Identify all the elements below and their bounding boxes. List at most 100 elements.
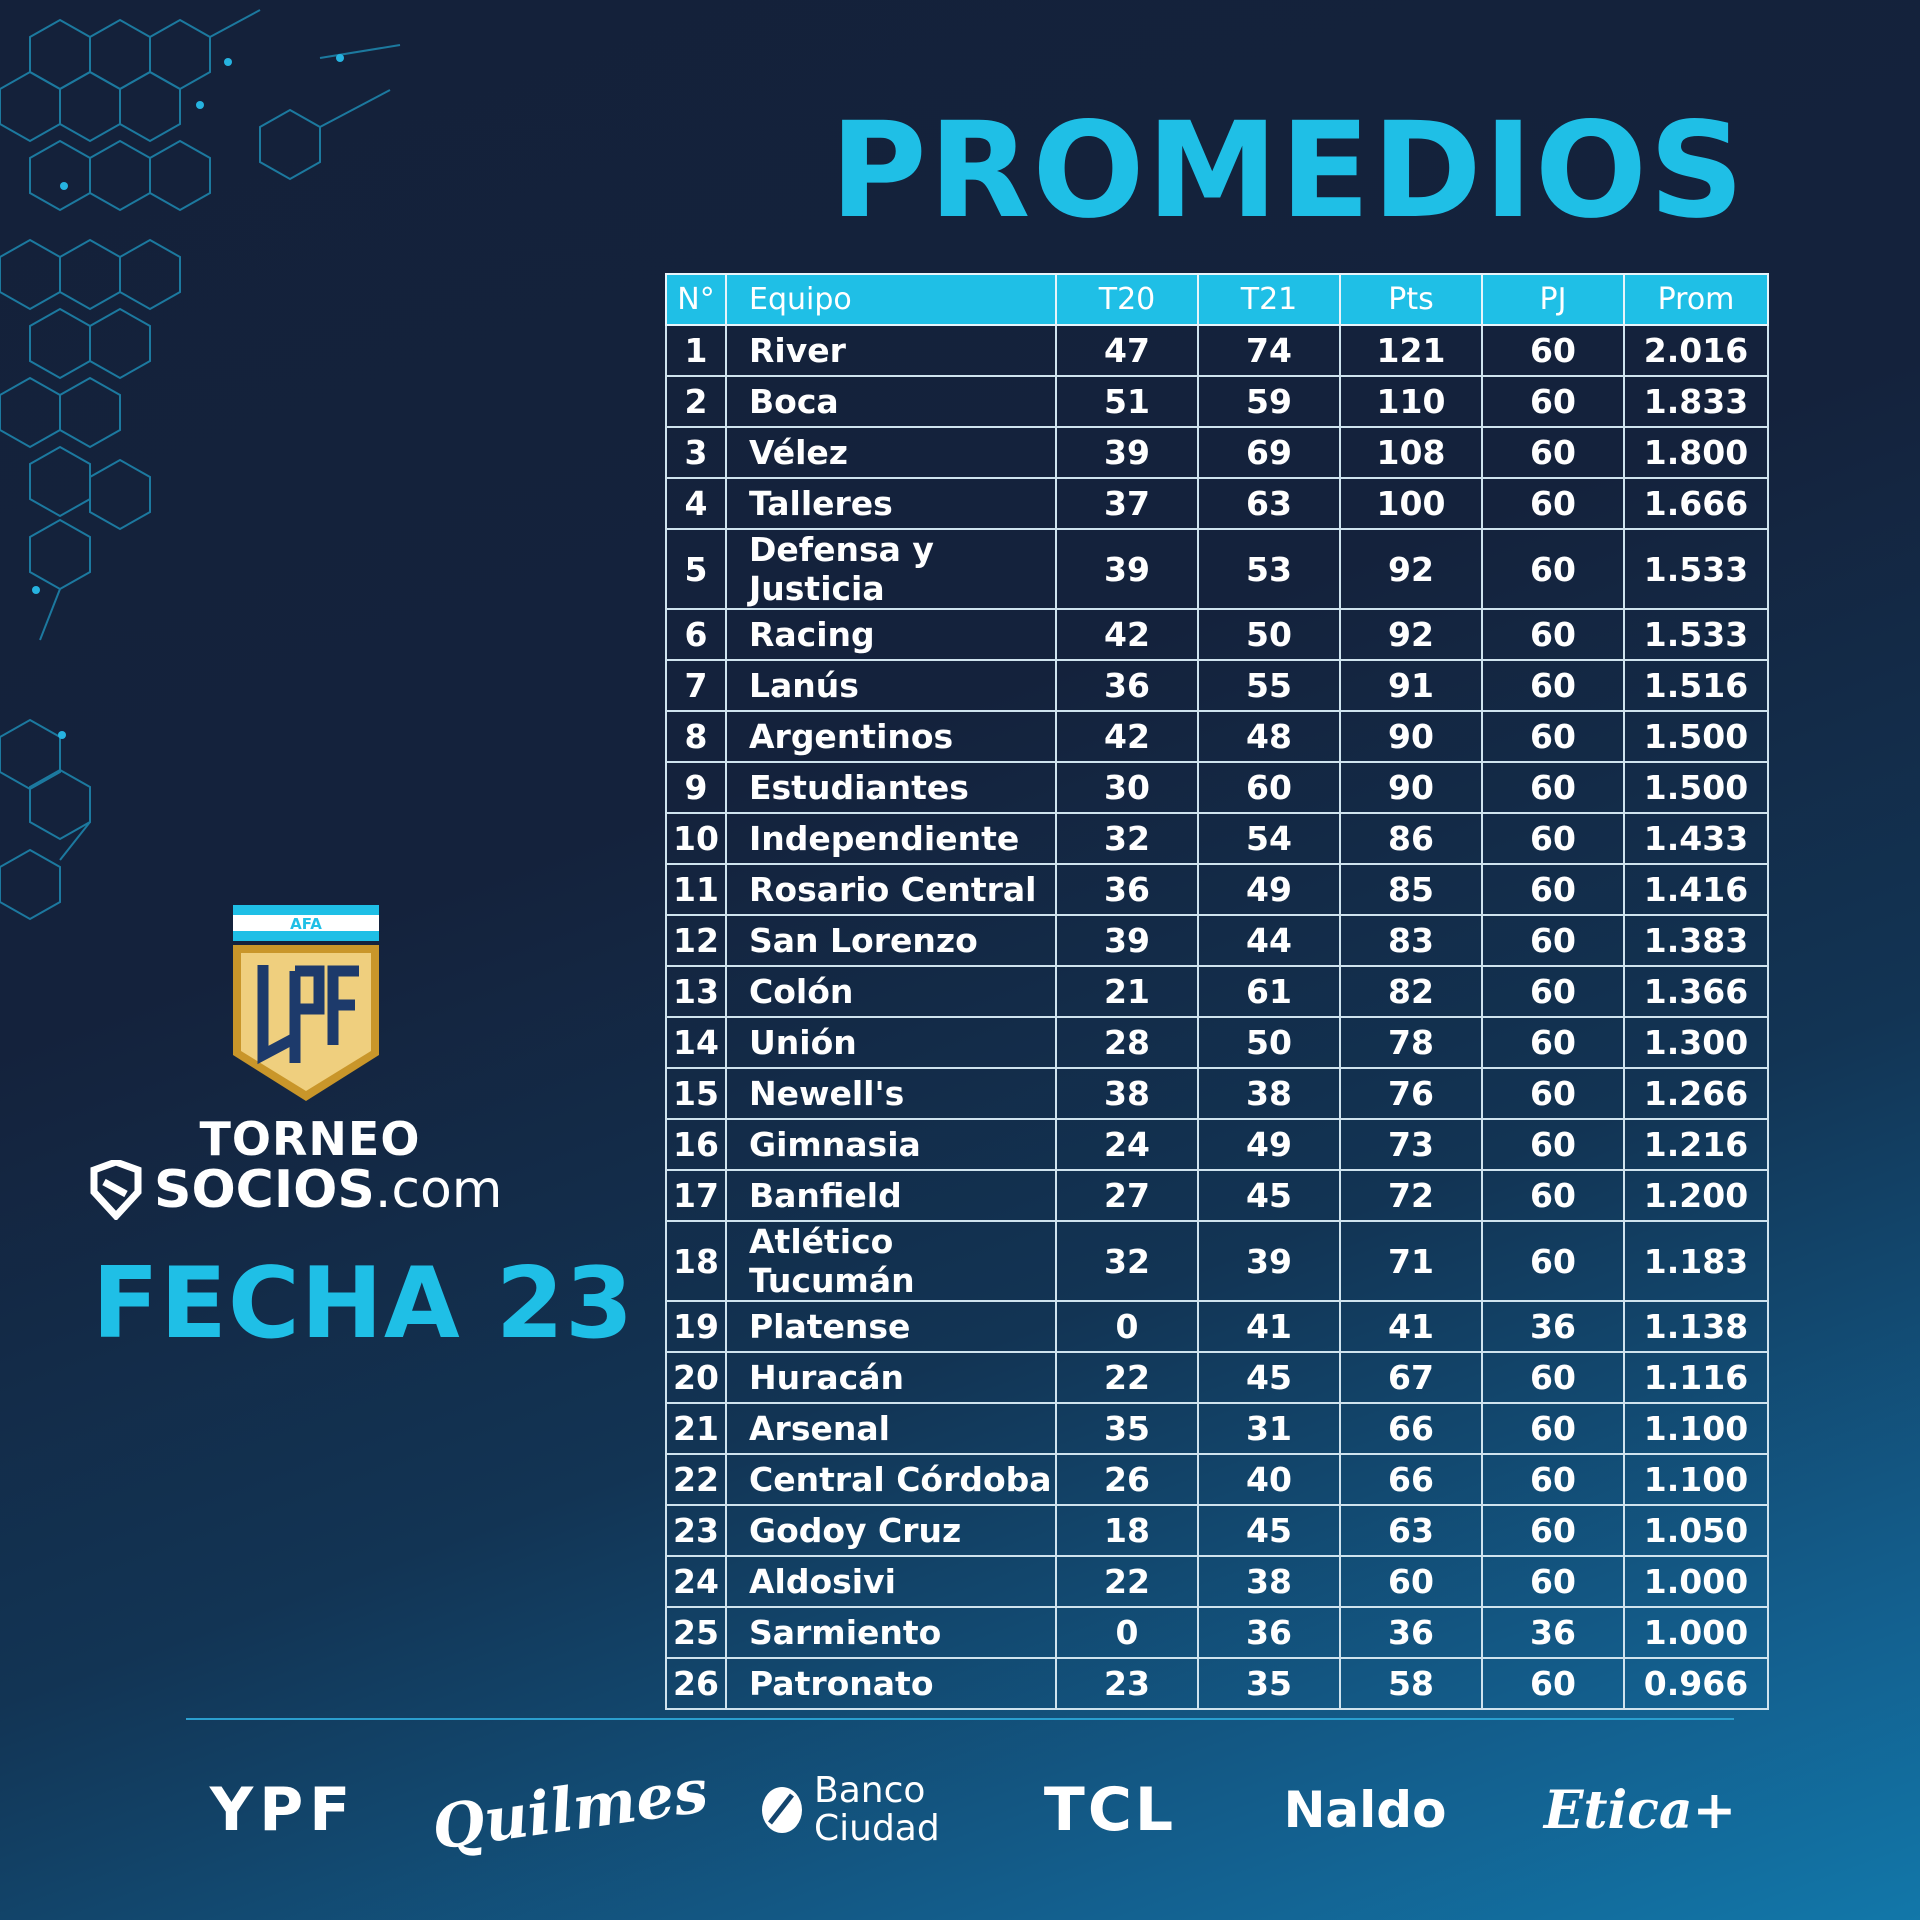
cell-t21: 36	[1197, 1606, 1341, 1659]
table-row: 9 Estudiantes 30 60 90 60 1.500	[665, 761, 1769, 814]
cell-average: 1.433	[1623, 812, 1769, 865]
cell-team: Huracán	[725, 1351, 1057, 1404]
cell-t20: 39	[1055, 528, 1199, 610]
cell-average: 1.050	[1623, 1504, 1769, 1557]
cell-points: 82	[1339, 965, 1483, 1018]
cell-team: Arsenal	[725, 1402, 1057, 1455]
cell-t20: 42	[1055, 710, 1199, 763]
cell-average: 1.383	[1623, 914, 1769, 967]
cell-position: 5	[665, 528, 727, 610]
cell-points: 90	[1339, 710, 1483, 763]
cell-average: 1.138	[1623, 1300, 1769, 1353]
cell-average: 1.500	[1623, 761, 1769, 814]
cell-t21: 45	[1197, 1351, 1341, 1404]
cell-t20: 32	[1055, 1220, 1199, 1302]
cell-points: 72	[1339, 1169, 1483, 1222]
cell-position: 2	[665, 375, 727, 428]
cell-points: 71	[1339, 1220, 1483, 1302]
cell-t20: 51	[1055, 375, 1199, 428]
cell-points: 92	[1339, 528, 1483, 610]
cell-t20: 37	[1055, 477, 1199, 530]
cell-played: 60	[1481, 1067, 1625, 1120]
cell-t20: 22	[1055, 1555, 1199, 1608]
cell-played: 60	[1481, 1118, 1625, 1171]
cell-t21: 49	[1197, 1118, 1341, 1171]
lpf-shield-logo: AFA	[233, 905, 379, 1101]
cell-points: 36	[1339, 1606, 1483, 1659]
table-row: 14 Unión 28 50 78 60 1.300	[665, 1016, 1769, 1069]
cell-played: 60	[1481, 426, 1625, 479]
cell-average: 1.366	[1623, 965, 1769, 1018]
cell-t20: 30	[1055, 761, 1199, 814]
cell-t21: 59	[1197, 375, 1341, 428]
cell-points: 76	[1339, 1067, 1483, 1120]
cell-position: 14	[665, 1016, 727, 1069]
cell-average: 1.416	[1623, 863, 1769, 916]
table-row: 15 Newell's 38 38 76 60 1.266	[665, 1067, 1769, 1120]
cell-t21: 44	[1197, 914, 1341, 967]
cell-t20: 0	[1055, 1300, 1199, 1353]
cell-t21: 38	[1197, 1555, 1341, 1608]
cell-position: 6	[665, 608, 727, 661]
cell-average: 1.516	[1623, 659, 1769, 712]
cell-t20: 35	[1055, 1402, 1199, 1455]
cell-played: 60	[1481, 324, 1625, 377]
cell-team: Colón	[725, 965, 1057, 1018]
cell-played: 60	[1481, 528, 1625, 610]
table-row: 10 Independiente 32 54 86 60 1.433	[665, 812, 1769, 865]
cell-team: Atlético Tucumán	[725, 1220, 1057, 1302]
cell-played: 60	[1481, 1555, 1625, 1608]
cell-t20: 24	[1055, 1118, 1199, 1171]
cell-position: 21	[665, 1402, 727, 1455]
table-row: 20 Huracán 22 45 67 60 1.116	[665, 1351, 1769, 1404]
table-row: 22 Central Córdoba 26 40 66 60 1.100	[665, 1453, 1769, 1506]
cell-average: 1.000	[1623, 1555, 1769, 1608]
sponsor-tcl-logo: TCL	[1043, 1775, 1177, 1845]
header-t20: T20	[1055, 273, 1199, 326]
cell-points: 60	[1339, 1555, 1483, 1608]
cell-points: 66	[1339, 1453, 1483, 1506]
table-row: 17 Banfield 27 45 72 60 1.200	[665, 1169, 1769, 1222]
cell-played: 60	[1481, 1657, 1625, 1710]
cell-position: 19	[665, 1300, 727, 1353]
cell-points: 108	[1339, 426, 1483, 479]
cell-average: 1.533	[1623, 608, 1769, 661]
cell-average: 1.300	[1623, 1016, 1769, 1069]
table-row: 1 River 47 74 121 60 2.016	[665, 324, 1769, 377]
table-row: 3 Vélez 39 69 108 60 1.800	[665, 426, 1769, 479]
header-played: PJ	[1481, 273, 1625, 326]
page-title: PROMEDIOS	[830, 94, 1747, 248]
cell-team: Patronato	[725, 1657, 1057, 1710]
cell-team: Boca	[725, 375, 1057, 428]
cell-team: Aldosivi	[725, 1555, 1057, 1608]
cell-position: 9	[665, 761, 727, 814]
cell-played: 60	[1481, 1453, 1625, 1506]
cell-t20: 28	[1055, 1016, 1199, 1069]
cell-t21: 48	[1197, 710, 1341, 763]
cell-played: 60	[1481, 710, 1625, 763]
cell-position: 3	[665, 426, 727, 479]
sponsor-quilmes-logo: Quilmes	[428, 1756, 712, 1864]
cell-t21: 53	[1197, 528, 1341, 610]
table-row: 6 Racing 42 50 92 60 1.533	[665, 608, 1769, 661]
cell-average: 1.200	[1623, 1169, 1769, 1222]
cell-played: 60	[1481, 1402, 1625, 1455]
table-row: 13 Colón 21 61 82 60 1.366	[665, 965, 1769, 1018]
cell-team: Rosario Central	[725, 863, 1057, 916]
cell-t20: 18	[1055, 1504, 1199, 1557]
cell-position: 24	[665, 1555, 727, 1608]
cell-position: 15	[665, 1067, 727, 1120]
cell-points: 85	[1339, 863, 1483, 916]
cell-t20: 26	[1055, 1453, 1199, 1506]
cell-points: 66	[1339, 1402, 1483, 1455]
cell-t21: 61	[1197, 965, 1341, 1018]
cell-average: 1.000	[1623, 1606, 1769, 1659]
table-row: 18 Atlético Tucumán 32 39 71 60 1.183	[665, 1220, 1769, 1302]
cell-position: 25	[665, 1606, 727, 1659]
cell-t20: 39	[1055, 426, 1199, 479]
cell-team: Gimnasia	[725, 1118, 1057, 1171]
cell-team: Argentinos	[725, 710, 1057, 763]
table-row: 7 Lanús 36 55 91 60 1.516	[665, 659, 1769, 712]
cell-position: 7	[665, 659, 727, 712]
cell-average: 1.666	[1623, 477, 1769, 530]
